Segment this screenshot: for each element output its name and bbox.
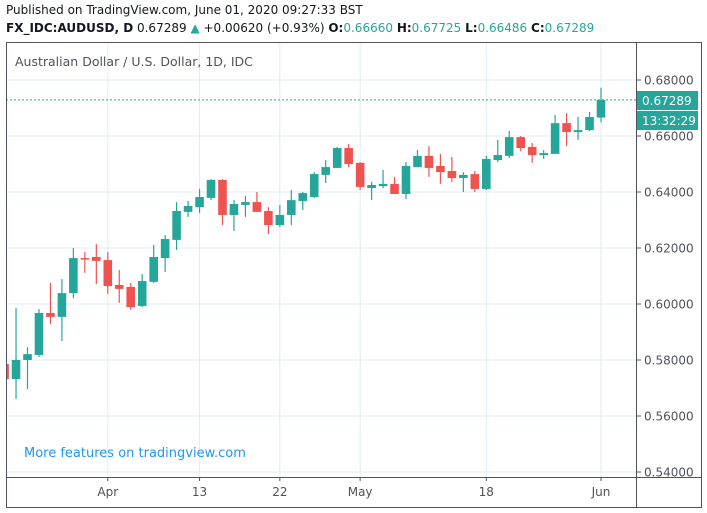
price-change: +0.00620 (+0.93%) bbox=[203, 21, 325, 35]
y-tick-label: 0.54000 bbox=[644, 466, 694, 480]
candle-up bbox=[275, 214, 285, 226]
candle-up bbox=[195, 197, 204, 208]
y-tick-label: 0.66000 bbox=[644, 130, 694, 144]
candle-up bbox=[378, 183, 388, 187]
high-value: 0.67725 bbox=[411, 21, 462, 35]
candle-up bbox=[172, 211, 181, 240]
candle-down bbox=[6, 363, 9, 380]
candle-up bbox=[160, 239, 170, 259]
y-tick-label: 0.62000 bbox=[644, 242, 694, 256]
low-label: L: bbox=[465, 21, 478, 35]
candle-down bbox=[126, 286, 136, 308]
candle-up bbox=[57, 293, 67, 317]
candle-down bbox=[447, 171, 457, 178]
candle-up bbox=[229, 204, 239, 215]
candle-up bbox=[298, 193, 308, 201]
x-tick-label: Jun bbox=[591, 485, 611, 499]
published-caption: Published on TradingView.com, June 01, 2… bbox=[6, 3, 363, 17]
candle-up bbox=[137, 281, 147, 306]
y-tick-label: 0.56000 bbox=[644, 410, 694, 424]
countdown-badge bbox=[637, 111, 698, 130]
axes: 0.68000 0.66000 0.64000 0.62000 0.60000 0.580… bbox=[6, 42, 702, 508]
candle-up bbox=[332, 148, 342, 168]
tradingview-link[interactable]: More features on tradingview.com bbox=[24, 446, 246, 461]
candle-down bbox=[355, 162, 365, 187]
open-label: O: bbox=[328, 21, 344, 35]
candle-up bbox=[493, 155, 503, 161]
x-tick-label: 22 bbox=[272, 485, 287, 499]
candle-down bbox=[264, 211, 273, 226]
up-arrow-icon: ▲ bbox=[190, 21, 200, 35]
open-value: 0.66660 bbox=[343, 21, 393, 35]
candle-up bbox=[241, 202, 250, 205]
x-tick-label: 18 bbox=[479, 485, 494, 499]
candle-down bbox=[562, 123, 571, 133]
close-value: 0.67289 bbox=[544, 21, 595, 35]
candle-down bbox=[344, 148, 353, 164]
candle-up bbox=[206, 179, 216, 198]
candle-down bbox=[46, 312, 55, 317]
candle-up bbox=[69, 258, 78, 294]
candles bbox=[6, 87, 606, 399]
candle-up bbox=[573, 130, 583, 133]
y-tick-label: 0.58000 bbox=[644, 354, 694, 368]
candle-up bbox=[23, 354, 32, 360]
candle-up bbox=[401, 165, 411, 194]
high-label: H: bbox=[396, 21, 412, 35]
candle-up bbox=[34, 312, 44, 355]
candle-down bbox=[470, 174, 480, 189]
candle-up bbox=[539, 153, 548, 156]
close-label: C: bbox=[531, 21, 545, 35]
candle-up bbox=[413, 155, 422, 168]
candle-up bbox=[459, 174, 468, 178]
last-price-badge bbox=[637, 91, 698, 110]
candle-down bbox=[218, 179, 227, 215]
candle-down bbox=[390, 183, 399, 194]
symbol-name: FX_IDC:AUDUSD, D bbox=[6, 21, 134, 35]
candle-up bbox=[367, 185, 376, 189]
candle-up bbox=[585, 116, 594, 131]
candle-up bbox=[482, 158, 491, 189]
candle-down bbox=[424, 155, 434, 168]
candle-up bbox=[149, 256, 158, 282]
y-tick-label: 0.64000 bbox=[644, 186, 694, 200]
candle-up bbox=[11, 360, 21, 380]
outer-frame bbox=[6, 42, 702, 508]
candle-up bbox=[309, 174, 319, 198]
candle-up bbox=[504, 137, 514, 156]
symbol-legend: FX_IDC:AUDUSD, D 0.67289 ▲ +0.00620 (+0.… bbox=[6, 21, 594, 35]
candle-down bbox=[436, 165, 445, 173]
candle-up bbox=[183, 206, 193, 212]
candle-down bbox=[114, 284, 124, 289]
x-tick-label: May bbox=[348, 485, 373, 499]
x-tick-label: 13 bbox=[192, 485, 207, 499]
x-tick-label: Apr bbox=[97, 485, 118, 499]
candle-up bbox=[550, 123, 560, 154]
candle-down bbox=[103, 260, 113, 287]
candle-up bbox=[321, 167, 331, 175]
countdown-badge-label: 13:32:29 bbox=[642, 114, 696, 128]
last-price: 0.67289 bbox=[136, 21, 187, 35]
candle-down bbox=[527, 146, 537, 156]
low-value: 0.66486 bbox=[477, 21, 528, 35]
last-price-badge-label: 0.67289 bbox=[642, 94, 692, 108]
chart-title: Australian Dollar / U.S. Dollar, 1D, IDC bbox=[15, 54, 253, 69]
candle-down bbox=[92, 256, 101, 261]
y-tick-label: 0.60000 bbox=[644, 298, 694, 312]
candle-down bbox=[516, 137, 526, 149]
candle-down bbox=[252, 202, 262, 212]
y-tick-label: 0.68000 bbox=[644, 74, 694, 88]
candle-up bbox=[596, 99, 606, 118]
candle-up bbox=[287, 200, 296, 215]
candle-down bbox=[80, 258, 90, 260]
